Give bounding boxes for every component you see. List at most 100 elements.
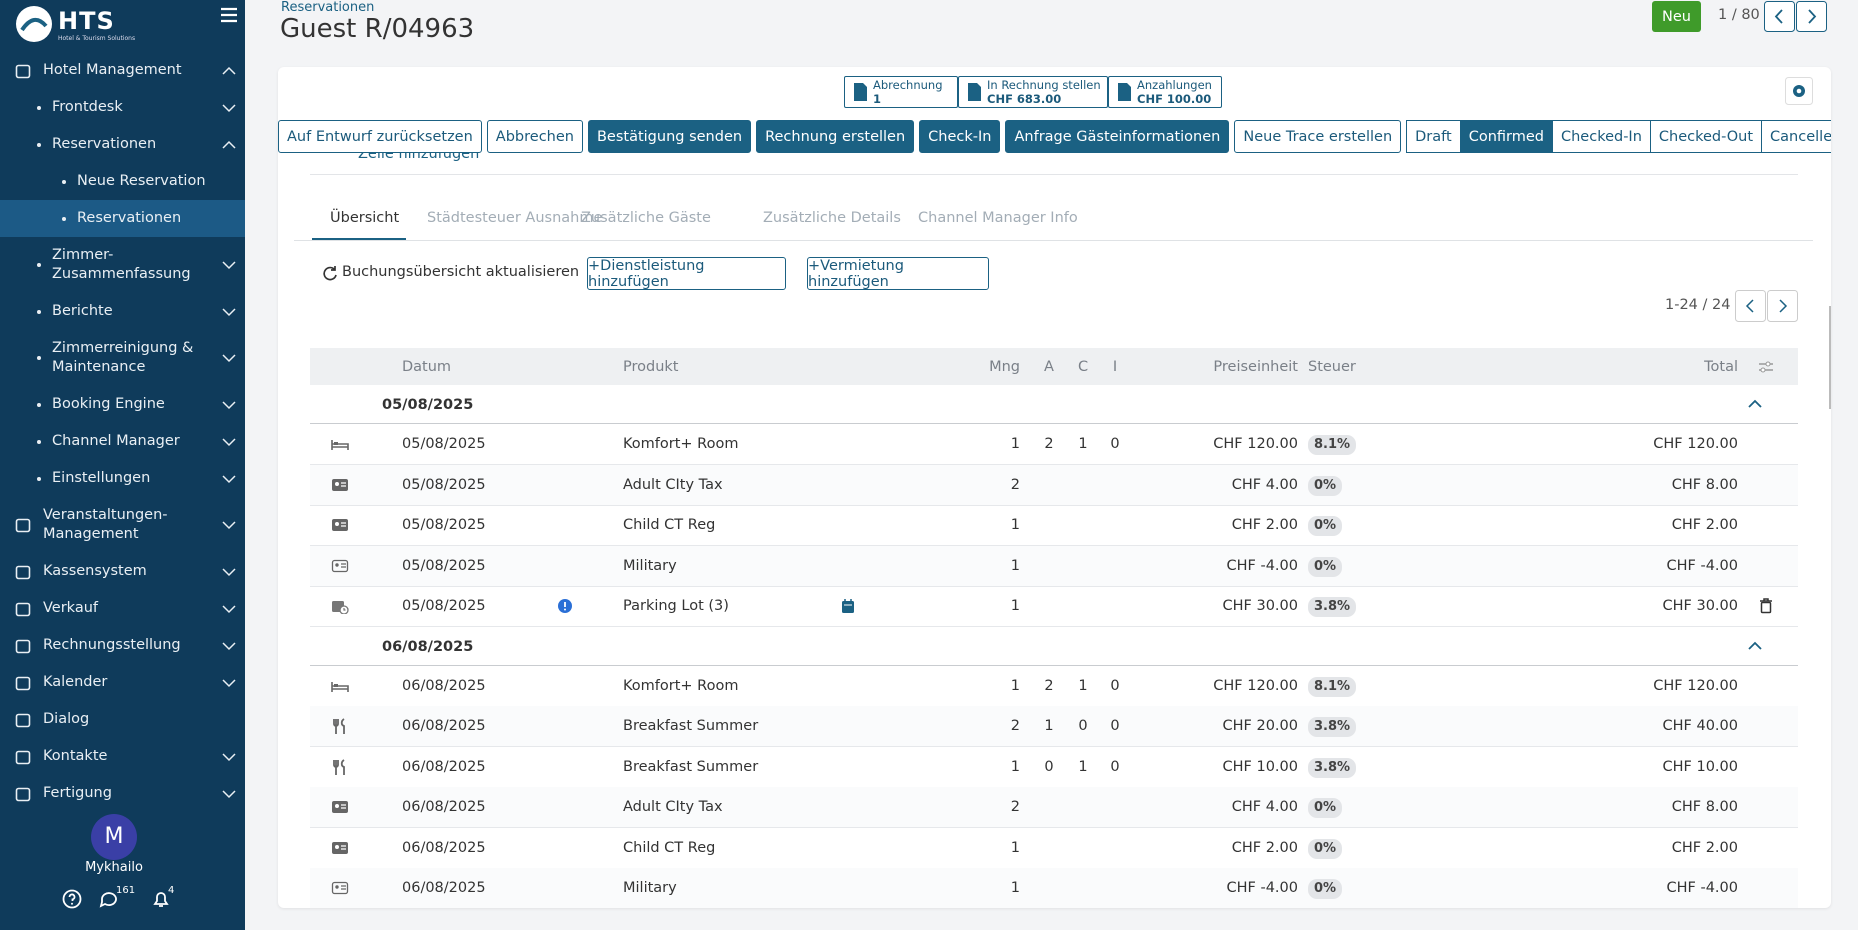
settings-button[interactable] xyxy=(1785,77,1813,105)
table-cell: CHF 2.00 xyxy=(1231,517,1298,533)
nav-item[interactable]: Veranstaltungen-Management xyxy=(0,497,245,553)
nav-chevron[interactable] xyxy=(222,260,236,270)
action-button[interactable]: Bestätigung senden xyxy=(587,120,752,153)
avatar[interactable] xyxy=(91,814,137,860)
action-button[interactable]: Neue Trace erstellen xyxy=(1234,120,1402,153)
breadcrumb[interactable]: Reservationen xyxy=(281,0,375,15)
tab[interactable]: Zusätzliche Gäste xyxy=(581,210,711,226)
column-header: A xyxy=(1044,359,1054,375)
column-header: Total xyxy=(1704,359,1738,375)
status-step[interactable]: Confirmed xyxy=(1459,120,1553,153)
action-button[interactable]: Rechnung erstellen xyxy=(756,120,915,153)
nav-chevron[interactable] xyxy=(222,789,236,799)
group-toggle[interactable] xyxy=(1748,641,1762,651)
nav-item[interactable]: Kontakte xyxy=(0,738,245,775)
nav-chevron[interactable] xyxy=(222,520,236,530)
nav-chevron[interactable] xyxy=(222,437,236,447)
nav-item[interactable]: Booking Engine xyxy=(0,386,245,423)
nav-chevron[interactable] xyxy=(222,604,236,614)
nav-item[interactable]: Zimmer-Zusammenfassung xyxy=(0,237,245,293)
nav-item[interactable]: Neue Reservation xyxy=(0,163,245,200)
tab[interactable]: Zusätzliche Details xyxy=(763,210,901,226)
menu-toggle[interactable] xyxy=(220,7,238,23)
nav-chevron[interactable] xyxy=(222,474,236,484)
nav-chevron[interactable] xyxy=(222,140,236,150)
action-button[interactable]: Check-In xyxy=(919,120,1001,153)
table-cell: Child CT Reg xyxy=(623,839,716,856)
add-rental-button[interactable]: +Vermietung hinzufügen xyxy=(807,257,989,290)
tab[interactable]: Städtesteuer Ausnahme xyxy=(427,210,603,226)
nav-chevron[interactable] xyxy=(222,307,236,317)
nav-bullet xyxy=(62,179,66,184)
tab[interactable]: Channel Manager Info xyxy=(918,210,1078,226)
nav-item[interactable]: Berichte xyxy=(0,293,245,330)
group-toggle[interactable] xyxy=(1748,399,1762,409)
info-icon[interactable] xyxy=(557,598,573,614)
nav-item[interactable]: Dialog xyxy=(0,701,245,738)
tax-badge: 3.8% xyxy=(1308,757,1357,778)
refresh-link[interactable]: Buchungsübersicht aktualisieren xyxy=(342,264,580,280)
nav-chevron[interactable] xyxy=(222,567,236,577)
product-icon xyxy=(331,440,349,450)
action-button[interactable]: Auf Entwurf zurücksetzen xyxy=(278,120,482,153)
table-cell: 1 xyxy=(1010,880,1020,896)
smart-button[interactable]: Abrechnung 1 xyxy=(844,76,958,108)
nav-item[interactable]: Kalender xyxy=(0,664,245,701)
table-row xyxy=(310,505,1798,546)
action-button[interactable]: Anfrage Gästeinformationen xyxy=(1005,120,1230,153)
table-row xyxy=(310,787,1798,828)
nav-chevron[interactable] xyxy=(222,678,236,688)
refresh-icon[interactable] xyxy=(322,265,338,281)
table-cell: 05/08/2025 xyxy=(402,476,486,493)
bell-icon[interactable] xyxy=(151,889,171,909)
add-service-button[interactable]: +Dienstleistung hinzufügen xyxy=(587,257,786,290)
nav-chevron[interactable] xyxy=(222,400,236,410)
action-button[interactable]: Abbrechen xyxy=(486,120,583,153)
nav-item[interactable]: Verkauf xyxy=(0,590,245,627)
nav-item[interactable]: Fertigung xyxy=(0,775,245,806)
status-step[interactable]: Checked-In xyxy=(1551,120,1651,153)
nav-item[interactable]: Reservationen xyxy=(0,200,245,237)
lines-pager: 1-24 / 24 xyxy=(1665,297,1731,313)
nav-chevron[interactable] xyxy=(222,641,236,651)
group-date: 06/08/2025 xyxy=(382,638,474,655)
nav-item[interactable]: Rechnungsstellung xyxy=(0,627,245,664)
delete-icon[interactable] xyxy=(1759,598,1773,614)
nav-item[interactable]: Reservationen xyxy=(0,126,245,163)
record-nav[interactable] xyxy=(1764,1,1828,32)
table-cell: Breakfast Summer xyxy=(623,718,759,734)
status-step[interactable]: Draft xyxy=(1406,120,1461,153)
smart-button-value: CHF 100.00 xyxy=(1137,92,1212,106)
smart-button-icon xyxy=(1118,83,1131,101)
smart-button-label: Abrechnung xyxy=(873,78,943,92)
nav-item[interactable]: Frontdesk xyxy=(0,89,245,126)
smart-button[interactable]: Anzahlungen CHF 100.00 xyxy=(1108,76,1222,108)
nav-item[interactable]: Hotel Management xyxy=(0,52,245,89)
table-cell: CHF -4.00 xyxy=(1666,880,1739,896)
status-step[interactable]: Cancelled xyxy=(1761,120,1831,153)
tab[interactable]: Übersicht xyxy=(330,210,400,226)
nav-item[interactable]: Zimmerreinigung & Maintenance xyxy=(0,330,245,386)
status-step[interactable]: Checked-Out xyxy=(1649,120,1763,153)
product-icon xyxy=(331,559,349,572)
nav-item[interactable]: Channel Manager xyxy=(0,423,245,460)
nav-icon xyxy=(15,676,31,690)
table-cell: 1 xyxy=(1044,718,1054,734)
nav-chevron[interactable] xyxy=(222,752,236,762)
chat-icon[interactable] xyxy=(99,889,119,909)
nav-item[interactable]: Kassensystem xyxy=(0,553,245,590)
nav-chevron[interactable] xyxy=(222,66,236,76)
notifications-count: 4 xyxy=(168,885,175,896)
lines-nav[interactable] xyxy=(1735,290,1799,322)
nav-item[interactable]: Einstellungen xyxy=(0,460,245,497)
table-cell: 2 xyxy=(1044,436,1054,452)
nav-chevron[interactable] xyxy=(222,353,236,363)
help-icon[interactable] xyxy=(62,889,82,909)
table-cell: CHF -4.00 xyxy=(1666,557,1739,574)
table-cell: CHF 120.00 xyxy=(1653,677,1738,694)
calendar-icon[interactable] xyxy=(841,599,855,614)
new-button[interactable]: Neu xyxy=(1652,1,1701,32)
smart-button[interactable]: In Rechnung stellen CHF 683.00 xyxy=(958,76,1108,108)
column-header: Preiseinheit xyxy=(1213,359,1298,375)
nav-chevron[interactable] xyxy=(222,103,236,113)
